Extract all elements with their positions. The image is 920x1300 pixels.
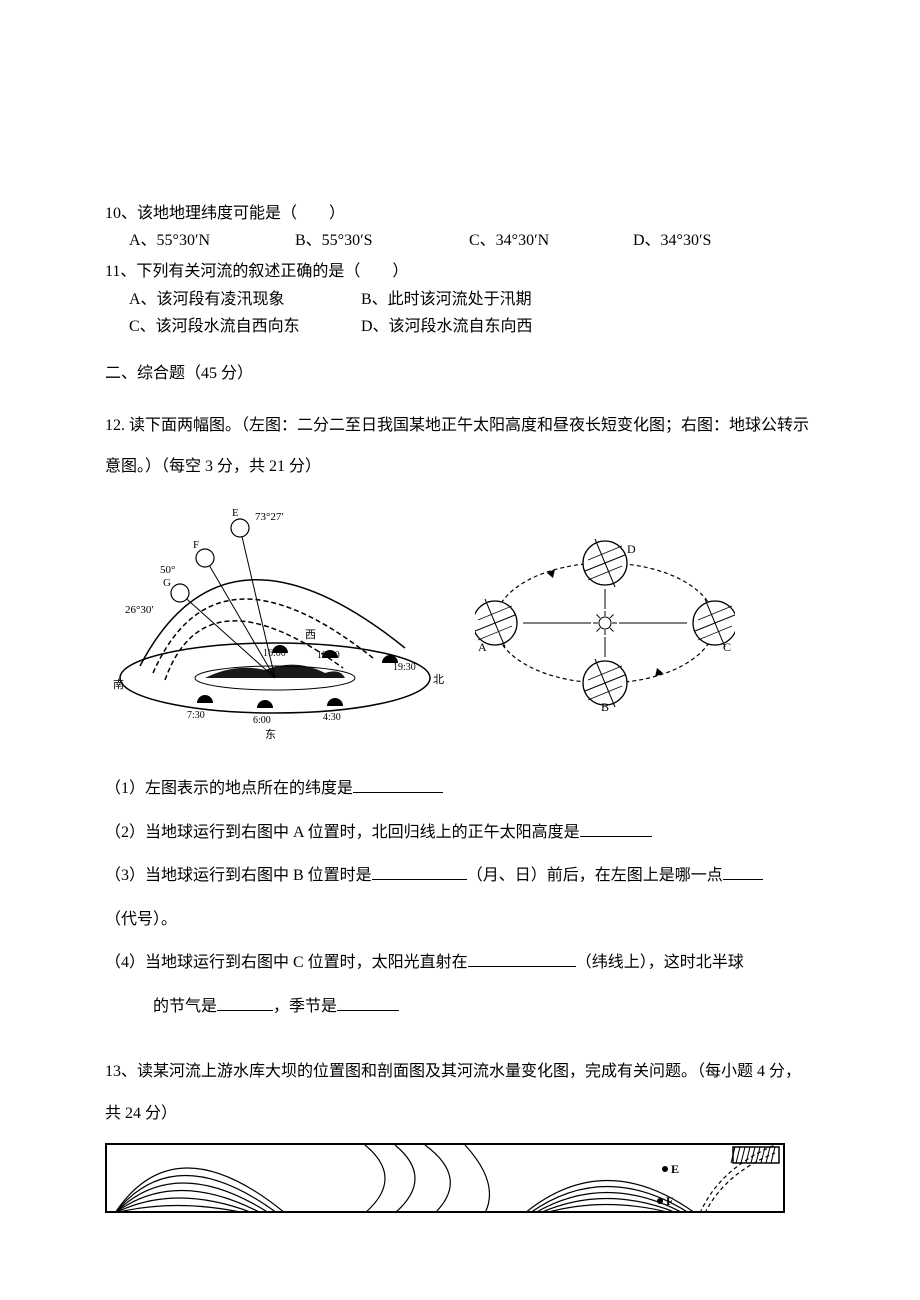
q11-options-row1: A、该河段有凌汛现象 B、此时该河流处于汛期: [105, 286, 815, 313]
q12-sub4-line2: 的节气是 ，季节是: [105, 986, 815, 1028]
svg-text:F: F: [193, 539, 199, 551]
q12-left-diagram: E 73°27′ F 50°G 26°30′ 西 16:00 18:00 19:30 北 南 7:30…: [105, 498, 445, 748]
q12-sub3-line2: （代号）。: [105, 899, 815, 941]
q11-opt-d: D、该河段水流自东向西: [361, 313, 589, 340]
svg-text:19:30: 19:30: [393, 662, 416, 673]
q11-opt-b: B、此时该河流处于汛期: [361, 286, 589, 313]
svg-text:G: G: [163, 577, 171, 589]
q12-figures: E 73°27′ F 50°G 26°30′ 西 16:00 18:00 19:30 北 南 7:30…: [105, 498, 815, 748]
svg-text:50°: 50°: [160, 564, 175, 576]
q10-opt-b: B、55°30′S: [295, 227, 465, 254]
q10-opt-c: C、34°30′N: [469, 227, 629, 254]
q12-sub4-text-c: 的节气是: [153, 998, 217, 1015]
q11-options-row2: C、该河段水流自西向东 D、该河段水流自东向西: [105, 313, 815, 340]
q12-sub3-text-c: （代号）。: [105, 911, 177, 928]
svg-text:7:30: 7:30: [187, 710, 205, 721]
q11-opt-a: A、该河段有凌汛现象: [129, 286, 357, 313]
svg-text:18:00: 18:00: [317, 650, 340, 661]
svg-text:E: E: [232, 507, 239, 519]
q12-right-diagram: A C D B: [475, 533, 735, 713]
q11-opt-c: C、该河段水流自西向东: [129, 313, 357, 340]
svg-text:东: 东: [265, 728, 276, 741]
question-11: 11、下列有关河流的叙述正确的是（ ） A、该河段有凌汛现象 B、此时该河流处于…: [105, 258, 815, 340]
q12-sub3-text-a: （3）当地球运行到右图中 B 位置时是: [105, 867, 372, 884]
blank-1: [353, 775, 443, 793]
q13-intro: 13、读某河流上游水库大坝的位置图和剖面图及其河流水量变化图，完成有关问题。（每…: [105, 1051, 815, 1134]
svg-text:4:30: 4:30: [323, 712, 341, 723]
svg-text:6:00: 6:00: [253, 715, 271, 726]
q10-text: 10、该地地理纬度可能是（ ）: [105, 200, 815, 227]
svg-text:北: 北: [433, 673, 444, 686]
svg-text:C: C: [723, 640, 731, 654]
q12-sub3-text-b: （月、日）前后，在左图上是哪一点: [467, 867, 723, 884]
svg-text:16:00: 16:00: [263, 648, 286, 659]
question-10: 10、该地地理纬度可能是（ ） A、55°30′N B、55°30′S C、34…: [105, 200, 815, 254]
q10-options: A、55°30′N B、55°30′S C、34°30′N D、34°30′S: [105, 227, 815, 254]
q10-opt-a: A、55°30′N: [129, 227, 291, 254]
q12-sub1: （1）左图表示的地点所在的纬度是: [105, 768, 815, 810]
svg-text:26°30′: 26°30′: [125, 604, 154, 616]
q12-sub3: （3）当地球运行到右图中 B 位置时是 （月、日）前后，在左图上是哪一点: [105, 855, 815, 897]
blank-5: [468, 950, 576, 968]
q12-sub1-text: （1）左图表示的地点所在的纬度是: [105, 780, 353, 797]
blank-2: [580, 819, 652, 837]
q12-sub2-text: （2）当地球运行到右图中 A 位置时，北回归线上的正午太阳高度是: [105, 824, 580, 841]
svg-text:西: 西: [305, 629, 316, 641]
svg-text:73°27′: 73°27′: [255, 511, 284, 523]
svg-text:F: F: [666, 1194, 673, 1208]
blank-7: [337, 993, 399, 1011]
q12-sub4-text-a: （4）当地球运行到右图中 C 位置时，太阳光直射在: [105, 954, 468, 971]
svg-text:D: D: [627, 542, 636, 556]
q10-opt-d: D、34°30′S: [633, 227, 753, 254]
blank-3: [372, 863, 467, 881]
svg-text:南: 南: [113, 678, 124, 691]
q12-sub4-text-b: （纬线上），这时北半球: [576, 954, 744, 971]
blank-6: [217, 993, 273, 1011]
q12-sub4-text-d: ，季节是: [273, 998, 337, 1015]
q12-sub2: （2）当地球运行到右图中 A 位置时，北回归线上的正午太阳高度是: [105, 812, 815, 854]
svg-text:E: E: [671, 1162, 679, 1176]
svg-text:B: B: [601, 700, 609, 713]
q12-intro: 12. 读下面两幅图。（左图：二分二至日我国某地正午太阳高度和昼夜长短变化图；右…: [105, 405, 815, 488]
q11-text: 11、下列有关河流的叙述正确的是（ ）: [105, 258, 815, 285]
svg-text:A: A: [478, 640, 487, 654]
blank-4: [723, 863, 763, 881]
q12-sub4: （4）当地球运行到右图中 C 位置时，太阳光直射在 （纬线上），这时北半球: [105, 942, 815, 984]
section-2-title: 二、综合题（45 分）: [105, 360, 815, 389]
q13-diagram: EF: [105, 1143, 785, 1213]
